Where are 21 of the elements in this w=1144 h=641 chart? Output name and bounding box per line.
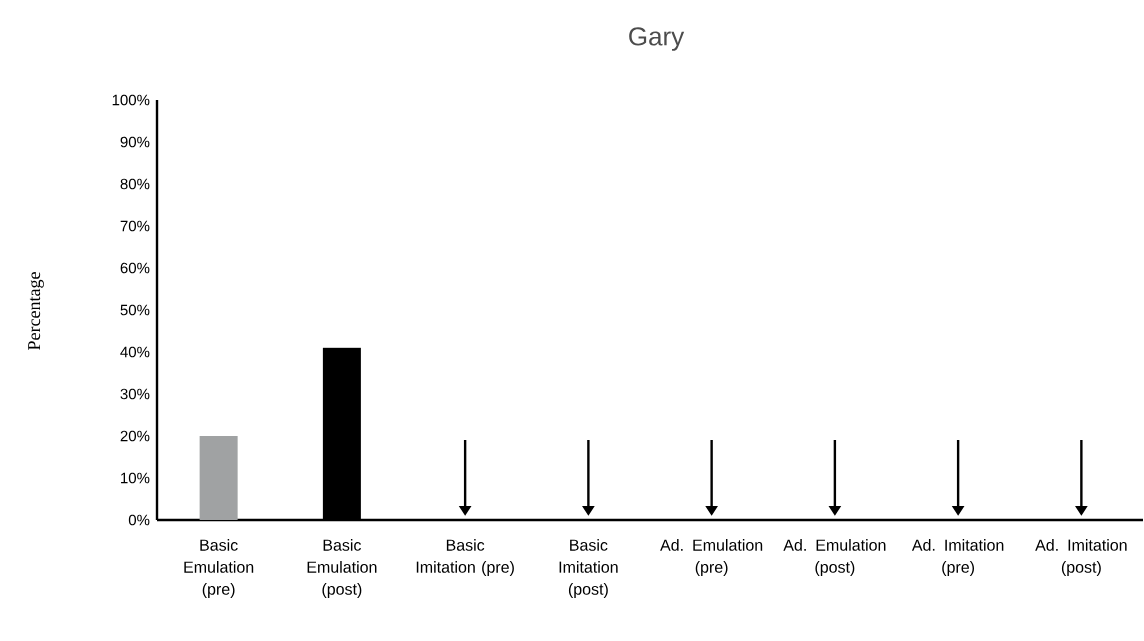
y-tick-label: 40% [120,346,150,358]
y-tick-label: 100% [112,94,150,106]
x-tick-label: Ad. Imitation (pre) [911,539,1004,576]
y-axis-title: Percentage [28,272,44,350]
x-tick-label: Ad. Emulation (pre) [660,539,763,576]
y-tick-label: 70% [120,220,150,232]
x-tick-label: Ad. Imitation (post) [1035,539,1127,576]
y-tick-label: 60% [120,262,150,274]
y-tick-label: 10% [121,472,150,484]
chart-title: Gary [629,27,685,51]
x-tick-label: Basic Emulation (pre) [184,539,254,598]
x-tick-label: Ad. Emulation (post) [783,539,886,576]
y-tick-label: 90% [120,136,150,148]
y-tick-label: 30% [120,388,150,400]
x-tick-label: Basic Imitation (pre) [416,539,514,576]
x-tick-label: Basic Imitation (post) [559,539,618,598]
y-tick-label: 80% [120,178,150,190]
x-tick-label: Basic Emulation (post) [307,539,377,598]
y-tick-label: 50% [120,304,150,316]
y-tick-label: 20% [120,430,150,442]
y-tick-label: 0% [128,514,150,526]
